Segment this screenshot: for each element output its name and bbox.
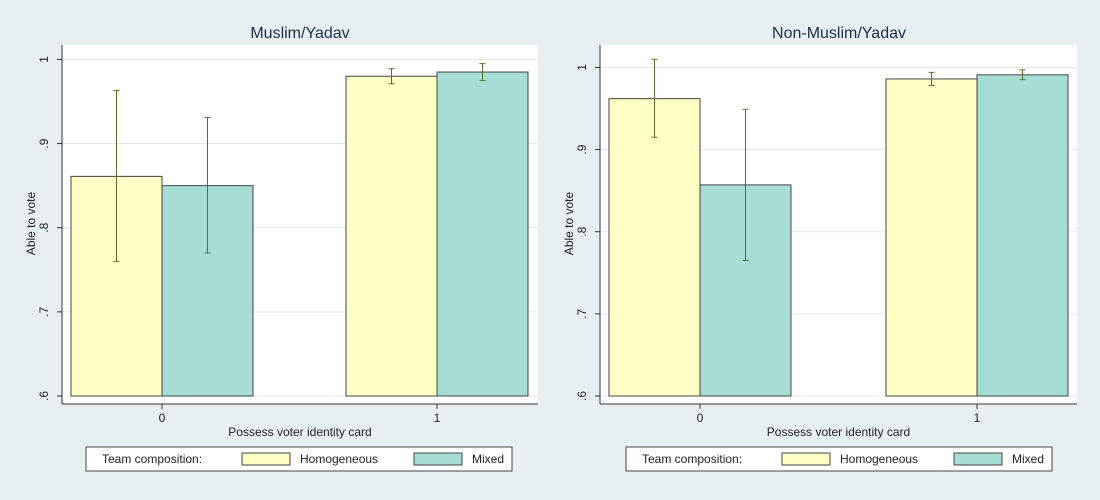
bar-homogeneous-0 [608,98,701,397]
bar-homogeneous-1 [345,75,438,397]
x-tick-label: 1 [974,411,981,425]
y-tick-label: 1 [37,56,51,63]
bar-mixed-1 [976,74,1069,397]
legend-label-homogeneous: Homogeneous [840,452,918,466]
y-tick-label: .9 [575,144,589,154]
y-tick-label: .8 [575,226,589,236]
x-tick-label: 0 [697,411,704,425]
legend-swatch-mixed [953,452,1003,466]
y-tick-label: .7 [575,309,589,319]
x-tick-label: 0 [159,411,166,425]
legend-title: Team composition: [642,452,742,466]
y-tick-label: .6 [37,391,51,401]
y-axis-label: Able to vote [562,191,576,255]
y-tick-label: 1 [575,64,589,71]
chart-panel-2: Non-Muslim/Yadav .6 .7 .8 .9 1 Able to vote 0 1 P… [562,25,1077,472]
legend-label-mixed: Mixed [472,452,504,466]
legend-label-mixed: Mixed [1012,452,1044,466]
legend-title: Team composition: [102,452,202,466]
y-tick-label: .9 [37,138,51,148]
chart-panel-1: Muslim/Yadav .6 .7 .8 .9 1 Able to vote 0 1 Posse… [24,25,538,472]
legend: Team composition: Homogeneous Mixed [625,446,1053,472]
legend-label-homogeneous: Homogeneous [300,452,378,466]
chart-title: Non-Muslim/Yadav [772,25,906,42]
y-tick-label: .6 [575,391,589,401]
legend: Team composition: Homogeneous Mixed [85,446,513,472]
legend-swatch-homogeneous [781,452,831,466]
x-tick-label: 1 [434,411,441,425]
y-axis-label: Able to vote [24,191,38,255]
bar-mixed-1 [436,71,529,397]
chart-title: Muslim/Yadav [250,25,349,42]
x-axis-label: Possess voter identity card [228,425,371,439]
bar-homogeneous-1 [885,78,978,397]
legend-swatch-mixed [413,452,463,466]
x-axis-label: Possess voter identity card [767,425,910,439]
y-tick-label: .7 [37,307,51,317]
legend-swatch-homogeneous [241,452,291,466]
y-tick-label: .8 [37,222,51,232]
